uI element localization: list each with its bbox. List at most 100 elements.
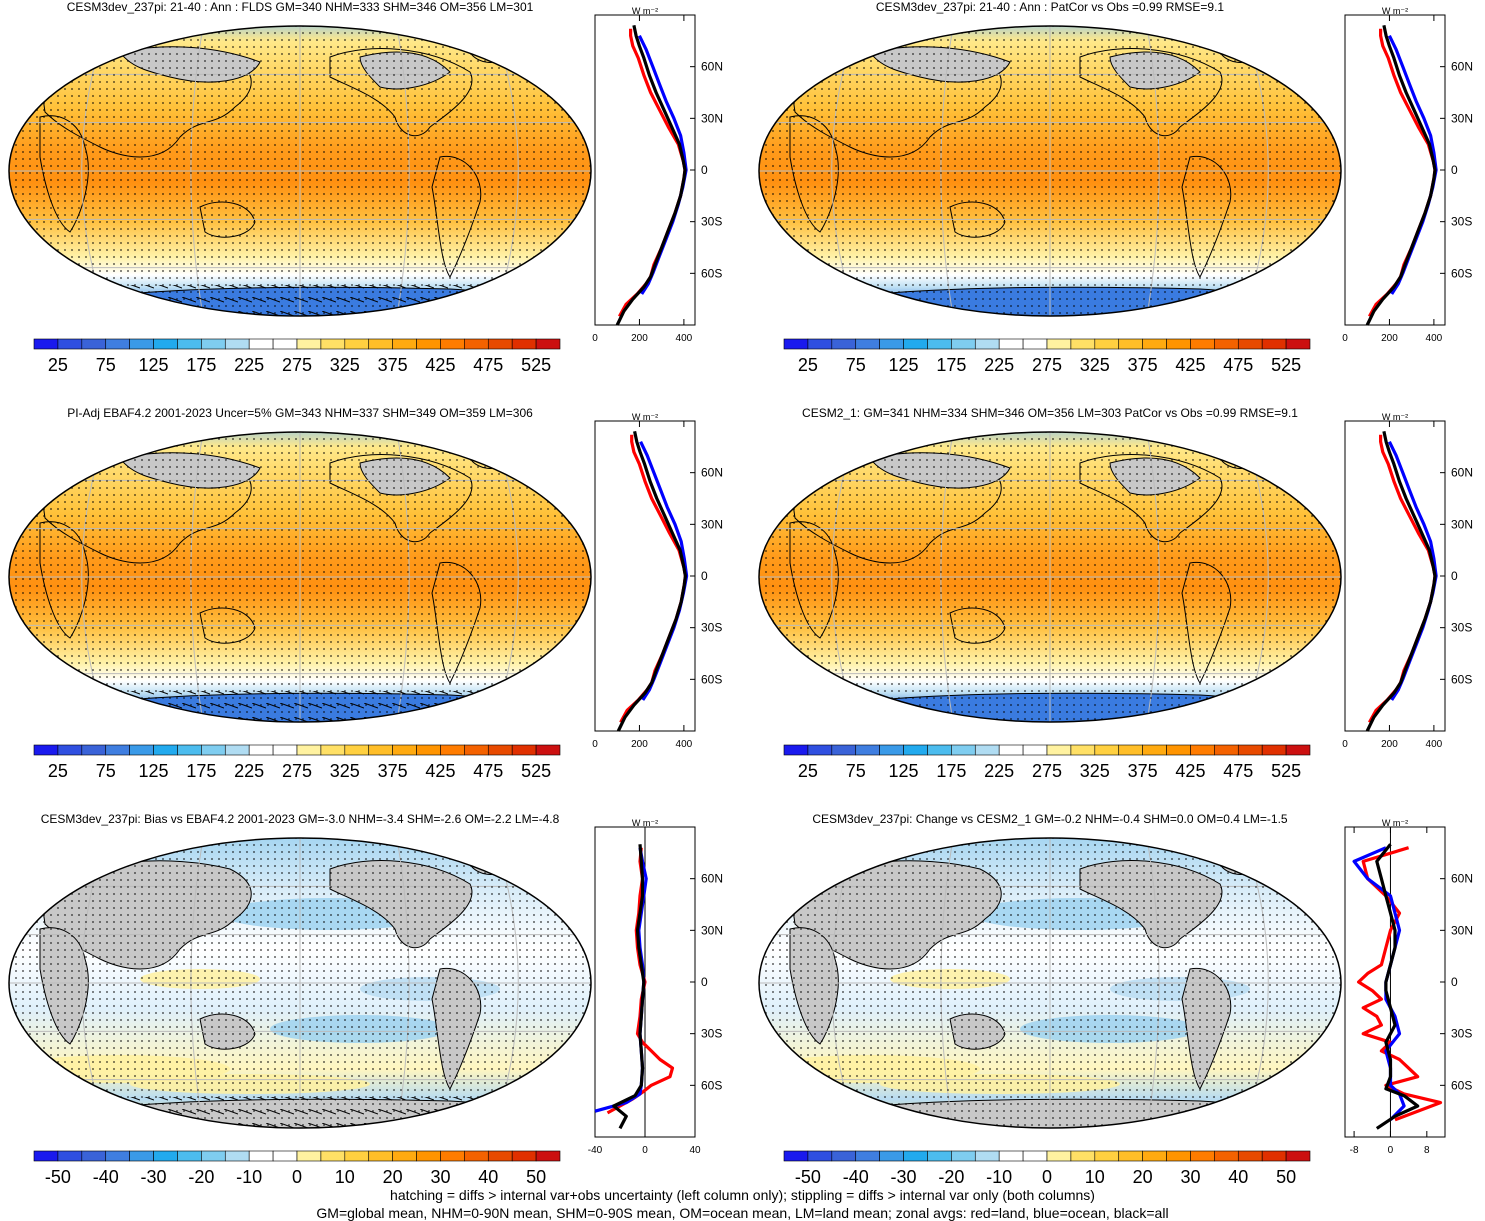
colorbar-swatch [1118, 744, 1143, 756]
colorbar-swatch [320, 744, 346, 756]
colorbar-swatch [1214, 338, 1239, 350]
colorbar-swatch [153, 338, 178, 350]
colorbar-label: 425 [425, 761, 455, 781]
colorbar-label: -40 [93, 1167, 119, 1187]
lat-tick-label: 30N [701, 923, 723, 937]
colorbar-swatch [1094, 744, 1120, 756]
colorbar-label: 175 [186, 355, 216, 375]
colorbar-swatch [879, 1150, 904, 1162]
colorbar-swatch [1190, 744, 1215, 756]
colorbar-swatch [105, 1150, 130, 1162]
colorbar-swatch [951, 744, 976, 756]
lat-tick-label: 60N [1451, 872, 1473, 886]
colorbar-swatch [392, 338, 417, 350]
zonal-mean-plot: W m⁻² 60N 30N 0 30S 60S 0 200 400 [1342, 412, 1473, 750]
lat-tick-label: 60S [1451, 672, 1472, 686]
lat-tick-label: 30N [1451, 517, 1473, 531]
colorbar-label: 525 [1271, 761, 1301, 781]
colorbar-swatch [879, 744, 904, 756]
colorbar-label: 25 [48, 355, 68, 375]
zonal-mean-plot: W m⁻² 60N 30N 0 30S 60S 0 200 400 [592, 6, 723, 344]
lat-tick-label: 0 [1451, 975, 1458, 989]
colorbar-label: 325 [330, 761, 360, 781]
x-tick-label: 8 [1424, 1145, 1430, 1156]
x-tick-label: 400 [1426, 333, 1443, 344]
map [8, 431, 592, 723]
colorbar-label: 50 [526, 1167, 546, 1187]
x-tick-label: -40 [588, 1145, 603, 1156]
colorbar-swatch [1166, 744, 1191, 756]
colorbar-swatch [927, 1150, 952, 1162]
lat-tick-label: 60S [701, 1078, 722, 1092]
footer-line-2: GM=global mean, NHM=0-90N mean, SHM=0-90… [316, 1205, 1169, 1221]
footer-line-1: hatching = diffs > internal var+obs unce… [390, 1187, 1095, 1203]
colorbar-label: -10 [986, 1167, 1012, 1187]
colorbar-swatch [81, 338, 107, 350]
colorbar-swatch [1166, 1150, 1191, 1162]
colorbar-swatch [344, 744, 370, 756]
panel-title: CESM3dev_237pi: Change vs CESM2_1 GM=-0.… [812, 812, 1288, 826]
colorbar-label: 225 [234, 355, 264, 375]
panel-title: PI-Adj EBAF4.2 2001-2023 Uncer=5% GM=343… [67, 406, 533, 420]
x-tick-label: 0 [592, 333, 598, 344]
lat-tick-label: 30S [1451, 1027, 1472, 1041]
colorbar-label: 225 [234, 761, 264, 781]
colorbar-swatch [320, 1150, 346, 1162]
colorbar-swatch [440, 744, 465, 756]
colorbar-label: 275 [1032, 355, 1062, 375]
colorbar-label: 50 [1276, 1167, 1296, 1187]
lat-tick-label: 60S [701, 672, 722, 686]
lat-tick-label: 30S [701, 1027, 722, 1041]
colorbar-swatch [368, 338, 393, 350]
colorbar-swatch [807, 744, 833, 756]
colorbar-label: 75 [846, 355, 866, 375]
colorbar-swatch [464, 744, 489, 756]
colorbar-label: 175 [186, 761, 216, 781]
zonal-unit-label: W m⁻² [1382, 818, 1408, 828]
colorbar-label: 10 [335, 1167, 355, 1187]
colorbar-swatch [320, 338, 346, 350]
lat-tick-label: 60S [701, 266, 722, 280]
colorbar-swatch [1261, 1150, 1287, 1162]
colorbar-swatch [974, 338, 1000, 350]
colorbar-swatch [1046, 1150, 1072, 1162]
lat-tick-label: 60S [1451, 1078, 1472, 1092]
colorbar-label: 525 [521, 355, 551, 375]
colorbar-swatch [416, 744, 441, 756]
colorbar-label: 375 [378, 761, 408, 781]
colorbar-swatch [879, 338, 904, 350]
colorbar-label: 75 [96, 355, 116, 375]
colorbar-swatch [201, 744, 226, 756]
colorbar-swatch [1237, 744, 1263, 756]
colorbar-swatch [831, 338, 857, 350]
colorbar-swatch [1142, 744, 1167, 756]
colorbar-swatch [951, 1150, 976, 1162]
colorbar-swatch [1214, 1150, 1239, 1162]
colorbar-swatch [903, 744, 928, 756]
map [758, 431, 1342, 723]
colorbar-label: 125 [139, 355, 169, 375]
colorbar-label: 275 [1032, 761, 1062, 781]
colorbar-swatch [1166, 338, 1191, 350]
x-tick-label: 200 [631, 739, 648, 750]
lat-tick-label: 0 [1451, 163, 1458, 177]
lat-tick-label: 60N [701, 872, 723, 886]
colorbar-swatch [974, 744, 1000, 756]
colorbar-swatch [535, 338, 561, 350]
colorbar-swatch [248, 338, 274, 350]
colorbar-swatch [1022, 1150, 1048, 1162]
zonal-line-ocean [639, 441, 689, 701]
x-tick-label: 0 [592, 739, 598, 750]
colorbar-label: 20 [383, 1167, 403, 1187]
colorbar-swatch [535, 744, 561, 756]
colorbar-swatch [105, 338, 130, 350]
colorbar-swatch [296, 338, 322, 350]
lat-tick-label: 60N [701, 60, 723, 74]
colorbar-swatch [535, 1150, 561, 1162]
x-tick-label: 0 [1388, 1145, 1394, 1156]
zonal-unit-label: W m⁻² [632, 818, 658, 828]
colorbar-swatch [440, 338, 465, 350]
zonal-line-all [612, 844, 646, 1130]
colorbar-label: 225 [984, 761, 1014, 781]
zonal-mean-plot: W m⁻² 60N 30N 0 30S 60S -40 0 40 [588, 818, 723, 1156]
